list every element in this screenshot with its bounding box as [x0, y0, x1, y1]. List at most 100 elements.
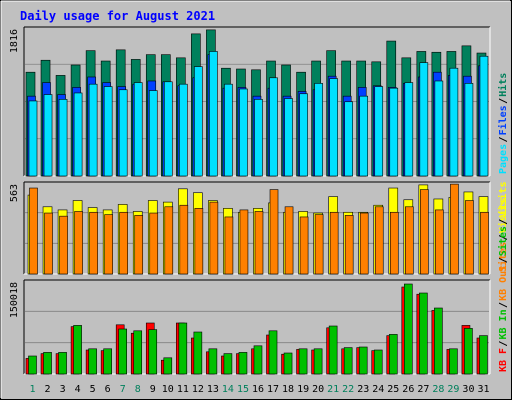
- x-tick-label: 20: [312, 384, 324, 395]
- bar-kb-in: [208, 348, 218, 375]
- y-max-label: 150018: [9, 282, 20, 318]
- bar-pages: [73, 92, 83, 177]
- bar-sites: [480, 211, 489, 275]
- bar-pages: [434, 80, 444, 177]
- bar-kb-in: [43, 352, 52, 375]
- x-tick-label: 9: [150, 384, 156, 395]
- y-max-label: 1816: [9, 29, 20, 53]
- bar-pages: [103, 86, 113, 177]
- bar-kb-in: [434, 307, 443, 375]
- bar-kb-in: [58, 352, 67, 375]
- x-tick-label: 12: [192, 384, 204, 395]
- bar-pages: [58, 99, 68, 177]
- bar-kb-in: [388, 334, 398, 375]
- x-tick-label: 16: [252, 384, 264, 395]
- x-tick-label: 27: [417, 384, 429, 395]
- bar-sites: [254, 211, 264, 275]
- bar-sites: [134, 215, 144, 275]
- bar-kb-in: [148, 329, 158, 375]
- bar-kb-in: [298, 348, 308, 375]
- bar-sites: [224, 216, 234, 275]
- bar-kb-in: [283, 352, 293, 375]
- bar-sites: [299, 216, 309, 275]
- legend-entry: KB Out: [498, 265, 509, 301]
- bar-sites: [89, 211, 98, 275]
- bar-sites: [314, 214, 324, 275]
- x-tick-label: 21: [327, 384, 339, 395]
- bar-kb-in: [178, 322, 188, 375]
- legend-entry: KB In: [498, 309, 509, 339]
- bar-sites: [389, 211, 399, 275]
- bar-sites: [329, 211, 339, 275]
- bar-kb-in: [193, 331, 203, 375]
- x-tick-label: 24: [372, 384, 384, 395]
- bar-sites: [149, 212, 159, 275]
- bar-kb-in: [419, 292, 428, 375]
- bar-pages: [224, 83, 233, 177]
- x-tick-label: 31: [477, 384, 489, 395]
- legend-entry: /: [498, 341, 509, 347]
- bar-kb-in: [118, 328, 127, 375]
- legend-entry: /: [498, 234, 509, 240]
- bar-sites: [59, 215, 68, 275]
- x-tick-label: 5: [90, 384, 96, 395]
- bar-pages: [359, 95, 369, 177]
- bar-sites: [164, 206, 174, 275]
- legend-entry: KB F: [498, 348, 509, 372]
- bar-pages: [194, 66, 203, 177]
- bar-kb-in: [88, 348, 97, 375]
- bar-sites: [359, 212, 369, 275]
- bar-pages: [374, 86, 384, 177]
- legend-entry: Pages: [498, 144, 509, 174]
- bar-pages: [449, 67, 459, 177]
- x-tick-label: 19: [297, 384, 309, 395]
- bar-kb-in: [253, 345, 263, 375]
- bar-kb-in: [28, 355, 37, 375]
- x-tick-label: 7: [120, 384, 126, 395]
- bar-pages: [209, 51, 218, 177]
- bar-pages: [419, 62, 429, 177]
- bar-kb-in: [464, 328, 473, 375]
- bar-pages: [389, 87, 399, 177]
- bar-pages: [239, 88, 248, 177]
- bar-pages: [269, 77, 278, 177]
- legend-entry: Files: [497, 105, 509, 135]
- x-tick-label: 22: [342, 384, 354, 395]
- bar-pages: [133, 82, 143, 177]
- x-tick-label: 2: [45, 384, 51, 395]
- bar-pages: [254, 99, 263, 177]
- legend-entry: Visits: [497, 181, 509, 217]
- bar-kb-in: [268, 330, 278, 375]
- bar-pages: [118, 89, 128, 177]
- bar-sites: [344, 215, 354, 275]
- bar-sites: [44, 212, 53, 275]
- bar-kb-in: [404, 283, 413, 375]
- bar-kb-in: [223, 353, 233, 375]
- legend-entry: /: [498, 302, 509, 308]
- x-tick-label: 18: [282, 384, 294, 395]
- x-tick-label: 3: [60, 384, 66, 395]
- legend-entry: Sites: [497, 226, 509, 256]
- x-tick-label: 15: [237, 384, 249, 395]
- bar-sites: [119, 211, 128, 275]
- bar-kb-in: [449, 348, 458, 375]
- bar-kb-in: [163, 357, 173, 375]
- x-tick-label: 11: [177, 384, 189, 395]
- bar-sites: [465, 200, 474, 275]
- y-max-label: 563: [9, 184, 20, 202]
- bar-sites: [405, 206, 414, 275]
- legend-entry: Sites: [497, 242, 509, 272]
- legend-entry: /: [498, 136, 509, 142]
- bar-sites: [74, 211, 83, 275]
- legend-entry: /: [498, 98, 509, 104]
- bar-sites: [450, 183, 459, 275]
- bar-pages: [404, 82, 414, 177]
- x-tick-label: 30: [462, 384, 474, 395]
- bar-sites: [435, 209, 444, 275]
- bar-pages: [148, 90, 158, 177]
- bar-kb-in: [358, 346, 368, 375]
- bar-pages: [88, 83, 98, 177]
- bar-pages: [299, 93, 308, 177]
